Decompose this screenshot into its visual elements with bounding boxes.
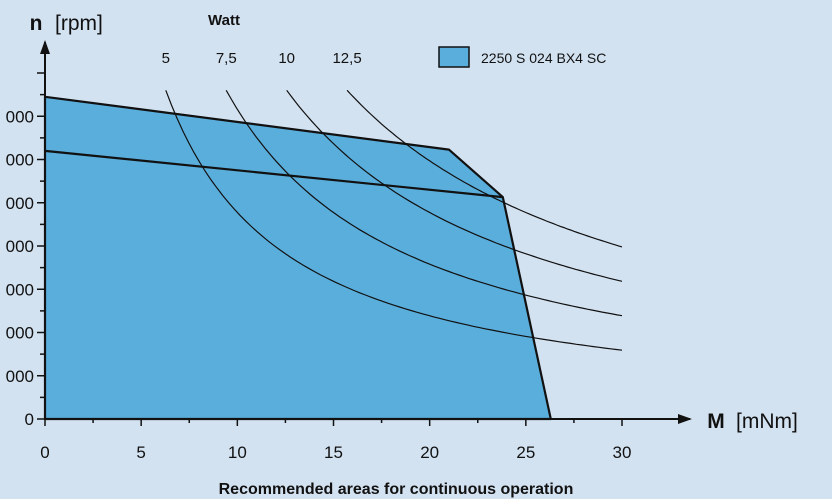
x-tick-label: 10 — [228, 443, 247, 462]
y-tick-label: 000 — [6, 280, 34, 299]
y-tick-label: 000 — [6, 367, 34, 386]
chart-title: Recommended areas for continuous operati… — [219, 481, 574, 498]
x-tick-label: 30 — [613, 443, 632, 462]
x-tick-label: 20 — [420, 443, 439, 462]
legend-title-watt: Watt — [208, 12, 240, 29]
power-curve-label-1: 5 — [162, 50, 170, 67]
y-tick-label: 0 — [25, 410, 34, 429]
power-curve-layer: 5 7,5 10 12,5 — [162, 50, 623, 351]
power-curve-1 — [165, 90, 623, 351]
x-tick-label: 15 — [324, 443, 343, 462]
power-curve-label-4: 12,5 — [332, 50, 361, 67]
power-curve-label-2: 7,5 — [216, 50, 237, 67]
legend-swatch — [438, 46, 470, 68]
power-curve-label-3: 10 — [278, 50, 295, 67]
operating-area — [43, 95, 552, 421]
x-axis-label-bold: M — [707, 410, 725, 433]
x-tick-label: 0 — [40, 443, 49, 462]
legend-label: 2250 S 024 BX4 SC — [481, 50, 606, 66]
power-curve-2 — [225, 90, 623, 317]
power-curve-3 — [286, 89, 623, 282]
x-tick-label: 25 — [516, 443, 535, 462]
rated-speed-line — [44, 149, 503, 199]
y-tick-label: 000 — [6, 107, 34, 126]
y-tick-label: 000 — [6, 151, 34, 170]
y-axis-label-unit: [rpm] — [55, 12, 103, 35]
power-curve-4 — [346, 89, 623, 248]
x-axis-label-unit: [mNm] — [736, 410, 798, 433]
y-tick-label: 000 — [6, 194, 34, 213]
y-tick-label: 000 — [6, 324, 34, 343]
y-tick-label: 000 — [6, 237, 34, 256]
y-axis-label-bold: n — [30, 12, 43, 35]
x-tick-label: 5 — [136, 443, 145, 462]
operating-area-layer — [43, 95, 552, 421]
